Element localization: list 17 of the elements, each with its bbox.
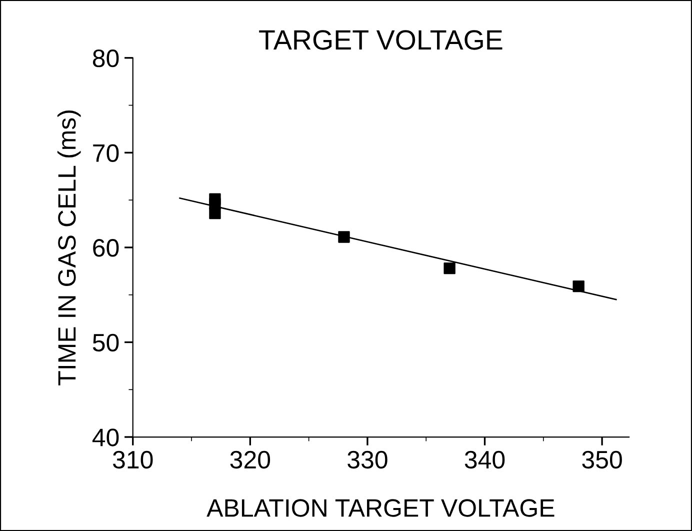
chart-title: TARGET VOLTAGE bbox=[259, 30, 502, 50]
x-tick-label: 320 bbox=[230, 450, 270, 469]
x-tick-label: 310 bbox=[112, 450, 153, 469]
x-tick-label: 330 bbox=[348, 450, 388, 469]
point bbox=[572, 280, 584, 292]
y-tick-label: 60 bbox=[93, 239, 119, 257]
y-axis-title: TIME IN GAS CELL (ms) bbox=[57, 110, 81, 386]
y-tick-label: 80 bbox=[92, 49, 119, 68]
y-tick-label: 50 bbox=[92, 334, 119, 352]
x-tick-label: 350 bbox=[582, 450, 622, 469]
point bbox=[338, 231, 350, 243]
y-tick-label: 70 bbox=[93, 144, 119, 162]
point bbox=[209, 207, 221, 220]
point bbox=[444, 262, 456, 274]
x-axis-title: ABLATION TARGET VOLTAGE bbox=[206, 499, 554, 517]
y-tick-label: 40 bbox=[92, 428, 119, 446]
x-tick-label: 340 bbox=[464, 450, 505, 469]
